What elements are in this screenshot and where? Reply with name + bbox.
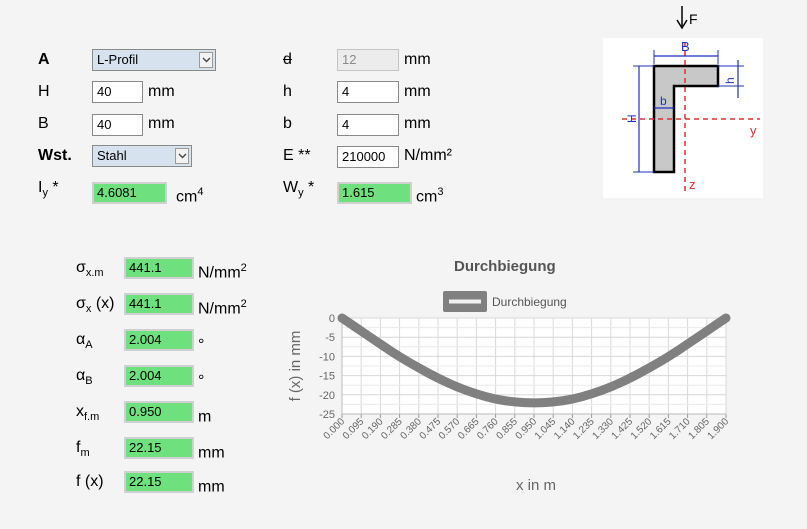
material-select-value: Stahl [97,148,127,163]
h-input[interactable]: 4 [337,81,399,103]
z-axis-label: z [689,177,696,192]
result-value: 2.004 [124,365,194,387]
y-tick-label: 0 [329,313,335,325]
dim-h-label: h [723,77,737,84]
dim-b-label: b [660,94,667,108]
result-unit: mm [198,478,225,496]
unit-h: mm [404,83,431,100]
label-A: A [38,51,50,68]
result-label: σx.m [76,259,104,280]
result-label: xf.m [76,403,100,424]
y-axis-title: f (x) in mm [287,331,304,402]
d-input: 12 [337,49,399,71]
result-label: fm [76,439,90,460]
profile-select[interactable]: L-Profil [92,49,216,71]
series-line-0 [337,313,731,408]
x-axis-title: x in m [516,477,556,494]
result-unit: N/mm2 [198,262,247,282]
result-value: 441.1 [124,257,194,279]
unit-H: mm [148,83,175,100]
height-H-input[interactable]: 40 [92,81,143,103]
b-input[interactable]: 4 [337,114,399,136]
result-unit: mm [198,444,225,462]
label-Wy: Wy * [283,179,315,200]
result-label: f (x) [76,473,104,490]
label-E: E ** [283,147,311,164]
deflection-chart: 0.0000.0950.1900.2850.3800.4750.5700.665… [287,291,732,494]
label-b: b [283,115,292,132]
label-d: d [283,51,292,68]
inertia-Iy-output: 4.6081 [92,182,167,204]
result-value: 441.1 [124,293,194,315]
unit-Iy: cm4 [176,186,204,206]
dim-B-label: B [681,39,690,54]
chart-title: Durchbiegung [454,258,556,275]
result-unit: N/mm2 [198,298,247,318]
chevron-down-icon [199,52,213,68]
material-select[interactable]: Stahl [92,145,192,167]
legend-label: Durchbiegung [492,295,567,309]
label-H: H [38,83,50,100]
cross-section-svg: F y z B h b H [622,6,760,194]
result-value: 0.950 [124,401,194,423]
label-Iy: Iy * [38,179,59,200]
result-unit: ° [198,336,205,354]
result-label: αA [76,331,93,352]
unit-b: mm [404,115,431,132]
x-tick-label: 1.900 [706,416,732,442]
cross-section-diagram [603,38,763,198]
dim-H-label: H [625,114,639,123]
y-tick-label: -5 [325,332,335,344]
result-unit: m [198,408,212,426]
result-unit: ° [198,372,205,390]
y-axis-label: y [750,123,757,138]
y-tick-label: -10 [319,351,335,363]
result-label: σx (x) [76,295,115,316]
width-B-input[interactable]: 40 [92,114,143,136]
y-tick-label: -15 [319,371,335,383]
modulus-E-input[interactable]: 210000 [337,146,399,168]
label-B: B [38,115,49,132]
unit-Wy: cm3 [416,186,444,206]
result-value: 22.15 [124,471,194,493]
y-tick-label: -20 [319,390,335,402]
profile-select-value: L-Profil [97,52,139,67]
section-modulus-Wy-output: 1.615 [337,182,412,204]
label-material: Wst. [38,147,72,164]
y-tick-label: -25 [319,409,335,421]
result-value: 22.15 [124,437,194,459]
chevron-down-icon [175,148,189,164]
force-label: F [689,11,698,27]
result-label: αB [76,367,93,388]
unit-E: N/mm² [404,147,452,164]
unit-B: mm [148,115,175,132]
unit-d: mm [404,51,431,68]
label-h: h [283,83,292,100]
result-value: 2.004 [124,329,194,351]
